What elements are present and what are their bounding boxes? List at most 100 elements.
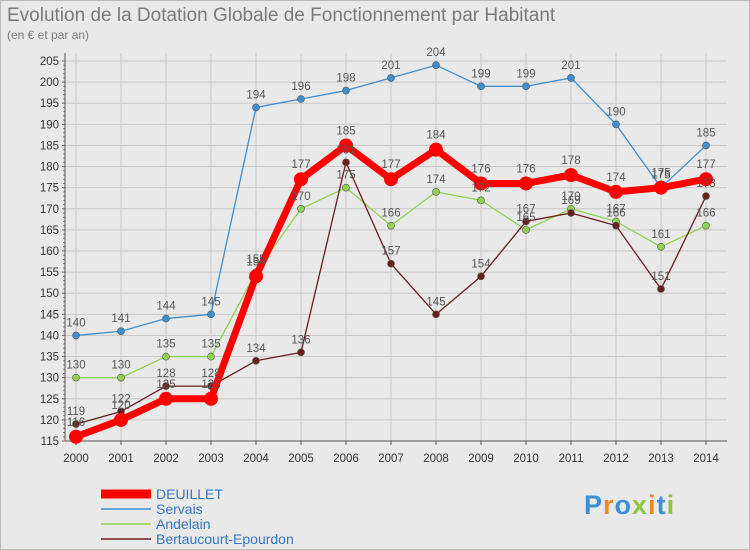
data-label: 169 (561, 195, 580, 207)
point-servais (702, 141, 710, 150)
point-servais (387, 74, 395, 82)
data-label: 154 (246, 256, 266, 268)
point-servais (162, 314, 170, 323)
y-tick-label: 190 (40, 119, 59, 131)
logo-letter: o (614, 490, 633, 520)
x-tick-label: 2005 (288, 453, 314, 465)
logo-letter: x (632, 490, 649, 520)
point-bertaucourt-epourdon (342, 158, 350, 167)
data-label: 201 (561, 60, 580, 72)
point-andelain (297, 204, 305, 213)
data-label: 176 (471, 163, 490, 175)
point-andelain (432, 188, 440, 196)
data-label: 136 (291, 334, 310, 346)
data-label: 199 (471, 68, 490, 80)
x-tick-label: 2000 (63, 453, 89, 465)
point-deuillet (699, 172, 713, 187)
point-andelain (342, 183, 350, 192)
x-tick-label: 2001 (108, 453, 134, 465)
y-tick-label: 155 (40, 267, 59, 279)
y-tick-label: 185 (40, 140, 59, 152)
point-andelain (702, 221, 710, 230)
logo-letter: P (584, 490, 604, 520)
x-tick-label: 2004 (243, 453, 269, 465)
point-andelain (387, 221, 395, 230)
data-label: 174 (426, 174, 446, 186)
y-tick-label: 170 (40, 204, 59, 216)
point-servais (72, 331, 80, 340)
data-label: 204 (426, 47, 446, 59)
data-label: 145 (426, 296, 445, 308)
data-label: 144 (156, 301, 176, 313)
point-deuillet (114, 412, 128, 427)
legend-label: Andelain (156, 516, 211, 532)
point-bertaucourt-epourdon (162, 382, 170, 390)
data-label: 201 (381, 60, 400, 72)
legend-label: Bertaucourt-Epourdon (156, 531, 294, 547)
data-label: 119 (67, 406, 85, 418)
data-label: 174 (606, 172, 626, 184)
data-label: 199 (516, 68, 535, 80)
point-bertaucourt-epourdon (432, 310, 440, 319)
point-servais (117, 327, 125, 336)
data-label: 130 (66, 360, 85, 372)
data-label: 184 (426, 130, 446, 142)
data-label: 173 (696, 178, 715, 190)
point-andelain (72, 373, 80, 382)
y-tick-label: 150 (40, 288, 59, 300)
data-label: 130 (111, 360, 130, 372)
point-andelain (477, 196, 485, 205)
point-bertaucourt-epourdon (387, 259, 395, 268)
data-label: 135 (201, 339, 220, 351)
y-tick-label: 165 (40, 225, 59, 237)
y-tick-label: 200 (40, 77, 59, 89)
point-andelain (117, 373, 125, 382)
point-bertaucourt-epourdon (297, 348, 305, 357)
point-servais (612, 120, 620, 129)
x-tick-label: 2007 (378, 453, 404, 465)
proxiti-logo[interactable]: Proxiti (584, 490, 675, 521)
data-label: 190 (606, 106, 625, 118)
data-label: 166 (381, 208, 400, 220)
point-deuillet (474, 176, 488, 191)
point-bertaucourt-epourdon (522, 217, 530, 226)
point-deuillet (654, 180, 668, 195)
data-label: 175 (651, 168, 670, 180)
data-label: 161 (651, 229, 670, 241)
data-label: 167 (516, 203, 535, 215)
data-label: 170 (291, 191, 310, 203)
x-tick-label: 2002 (153, 453, 179, 465)
data-label: 196 (291, 81, 310, 93)
x-tick-label: 2011 (559, 453, 584, 465)
y-tick-label: 135 (40, 352, 59, 364)
x-tick-label: 2009 (468, 453, 494, 465)
data-label: 178 (561, 155, 580, 167)
y-tick-label: 130 (40, 373, 59, 385)
logo-letter: t (656, 490, 667, 520)
data-label: 177 (381, 159, 400, 171)
data-label: 151 (651, 271, 670, 283)
point-deuillet (564, 168, 578, 182)
data-label: 141 (111, 313, 130, 325)
point-bertaucourt-epourdon (72, 420, 80, 428)
x-tick-label: 2014 (693, 453, 719, 465)
point-deuillet (609, 184, 623, 199)
point-bertaucourt-epourdon (252, 356, 260, 365)
point-deuillet (159, 391, 173, 406)
point-bertaucourt-epourdon (567, 209, 575, 217)
data-label: 125 (201, 379, 220, 391)
y-tick-label: 120 (40, 415, 59, 427)
y-tick-label: 115 (41, 436, 59, 448)
data-label: 185 (696, 127, 715, 139)
data-label: 172 (471, 182, 490, 194)
point-servais (207, 310, 215, 319)
point-andelain (207, 352, 215, 361)
point-deuillet (384, 172, 398, 187)
data-label: 175 (651, 170, 670, 182)
point-deuillet (429, 142, 443, 157)
grid (65, 53, 727, 442)
data-label: 128 (156, 368, 175, 380)
point-servais (432, 61, 440, 70)
data-labels: 140 141 144 145 194 196 198 201 204 199 199 201 190 1… (66, 47, 715, 429)
